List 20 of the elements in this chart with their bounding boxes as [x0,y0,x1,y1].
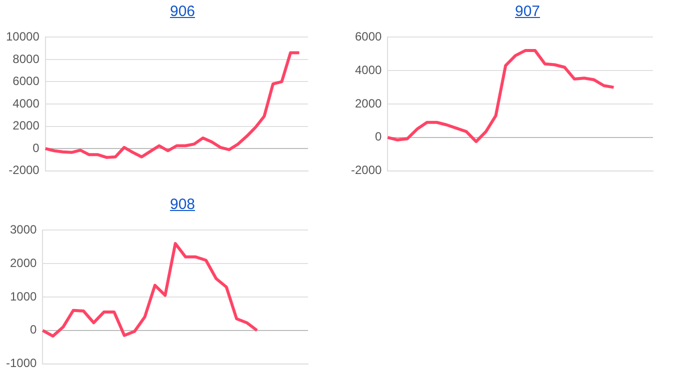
y-tick-label: 10000 [6,30,40,44]
y-tick-label: 3000 [10,222,38,237]
y-tick-label: -1000 [6,356,38,370]
chart-title: 907 [514,3,540,20]
y-tick-label: 2000 [10,256,38,270]
chart-title: 906 [170,3,196,20]
y-tick-label: 2000 [354,96,382,110]
chart-title: 908 [170,196,196,213]
y-tick-label: 4000 [354,62,382,77]
y-tick-label: 1000 [10,289,38,304]
y-tick-label: 6000 [354,30,382,44]
y-tick-label: -2000 [350,163,382,178]
y-tick-label: 6000 [12,74,40,88]
y-tick-label: 8000 [12,52,40,66]
y-tick-label: 4000 [12,96,40,110]
y-tick-label: 0 [30,322,38,337]
y-tick-label: -2000 [8,163,40,178]
y-tick-label: 0 [375,130,382,144]
y-tick-label: 0 [32,140,40,155]
y-tick-label: 2000 [12,118,40,133]
